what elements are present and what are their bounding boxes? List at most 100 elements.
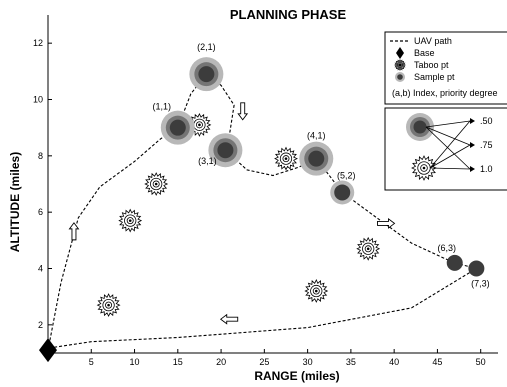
key-arrowhead: [470, 166, 475, 172]
sample-core: [169, 119, 186, 136]
y-tick-label: 8: [38, 151, 43, 161]
direction-arrow: [377, 218, 396, 229]
taboo-ring: [310, 284, 323, 298]
direction-arrow: [237, 102, 249, 121]
key-taboo-icon: [411, 155, 437, 181]
legend-diamond-icon: [396, 47, 404, 59]
taboo-ring: [279, 152, 293, 165]
x-tick-label: 35: [346, 357, 356, 367]
taboo-ring-inner: [364, 245, 372, 253]
key-connector-line: [425, 126, 471, 146]
taboo-ring-inner: [282, 155, 290, 163]
x-tick-label: 50: [476, 357, 486, 367]
taboo-ring-inner: [312, 287, 320, 295]
taboo-center: [314, 289, 318, 293]
sample-point-label: (3,1): [198, 156, 217, 166]
sample-core: [308, 150, 325, 167]
sample-points: (1,1) (2,1) (3,1) (4,1) (5,2) (6,3) (7,3): [39, 42, 490, 363]
y-tick-label: 10: [33, 95, 43, 105]
sample-point: [160, 110, 195, 145]
key-connector-line: [429, 120, 471, 169]
y-tick-label: 6: [38, 207, 43, 217]
key-connector-line: [425, 126, 471, 170]
taboo-center: [284, 157, 288, 160]
taboo-center: [366, 247, 370, 251]
x-tick-label: 15: [173, 357, 183, 367]
legend-box: [384, 31, 507, 105]
uav-path: [47, 73, 478, 351]
taboo-point: [304, 279, 329, 303]
legend-taboo-icon: [394, 59, 406, 71]
direction-arrow: [68, 222, 80, 241]
taboo-center: [154, 182, 158, 186]
legend: UAV path Base Taboo pt Sample pt (a,b) Index…: [384, 31, 507, 105]
sample-point: [189, 57, 224, 92]
key-arrowhead: [470, 142, 475, 148]
sample-point-label: (5,2): [337, 170, 356, 180]
taboo-center: [422, 166, 426, 170]
x-axis-title: RANGE (miles): [254, 369, 339, 383]
x-tick-label: 25: [259, 357, 269, 367]
taboo-ring: [102, 298, 115, 312]
sample-core: [334, 184, 351, 201]
taboo-center: [107, 303, 110, 307]
sample-point-label: (2,1): [197, 42, 216, 52]
x-tick-label: 30: [303, 357, 313, 367]
sample-point: [330, 180, 355, 205]
taboo-ring: [150, 177, 163, 191]
key-level-label: .50: [480, 116, 493, 126]
key-connector-line: [425, 120, 471, 128]
key-connector-line: [429, 167, 471, 170]
x-tick-label: 40: [389, 357, 399, 367]
x-tick-label: 45: [432, 357, 442, 367]
legend-sample-core: [397, 74, 403, 80]
sample-point: [468, 260, 485, 277]
x-tick-label: 20: [216, 357, 226, 367]
key-arrowhead: [470, 118, 475, 124]
base-marker: [39, 338, 57, 363]
taboo-point: [274, 146, 298, 171]
legend-label: Base: [414, 48, 435, 58]
taboo-ring: [396, 62, 403, 69]
legend-note: (a,b) Index, priority degree: [392, 88, 498, 98]
taboo-center: [198, 123, 201, 127]
y-tick-label: 12: [33, 38, 43, 48]
key-connector-line: [429, 144, 471, 169]
taboo-ring-inner: [420, 164, 428, 172]
sample-point: [208, 133, 243, 168]
taboo-center: [128, 219, 132, 222]
y-axis-title: ALTITUDE (miles): [8, 152, 22, 252]
taboo-point: [356, 236, 381, 261]
key-level-label: .75: [480, 140, 493, 150]
priority-key: .50 .75 1.0: [384, 107, 507, 191]
sample-point-label: (1,1): [153, 102, 172, 112]
sample-point: [446, 254, 463, 271]
taboo-point: [144, 172, 169, 196]
y-tick-label: 2: [38, 320, 43, 330]
taboo-ring-inner: [398, 63, 402, 67]
sample-point-label: (4,1): [307, 131, 326, 141]
sample-point: [299, 141, 334, 176]
x-tick-label: 5: [89, 357, 94, 367]
taboo-ring: [362, 242, 375, 255]
sample-point-label: (6,3): [437, 243, 456, 253]
key-sample-core: [413, 120, 427, 134]
taboo-point: [118, 208, 143, 233]
legend-label: Taboo pt: [414, 60, 449, 70]
legend-label: UAV path: [414, 36, 452, 46]
taboo-ring-inner: [126, 217, 134, 225]
key-level-label: 1.0: [480, 164, 493, 174]
taboo-point: [96, 293, 121, 318]
taboo-ring-inner: [105, 301, 113, 309]
direction-arrows: [68, 102, 396, 325]
x-tick-label: 10: [130, 357, 140, 367]
taboo-ring-inner: [195, 121, 203, 129]
sample-core: [198, 66, 215, 83]
y-tick-label: 4: [38, 264, 43, 274]
chart-title: PLANNING PHASE: [230, 7, 347, 22]
taboo-ring-inner: [152, 180, 160, 188]
direction-arrow: [219, 313, 239, 325]
sample-core: [468, 260, 485, 277]
axes: 5 10 15 20 25 30 35 40 45 50 2 4 6 8 10 12: [33, 15, 498, 367]
